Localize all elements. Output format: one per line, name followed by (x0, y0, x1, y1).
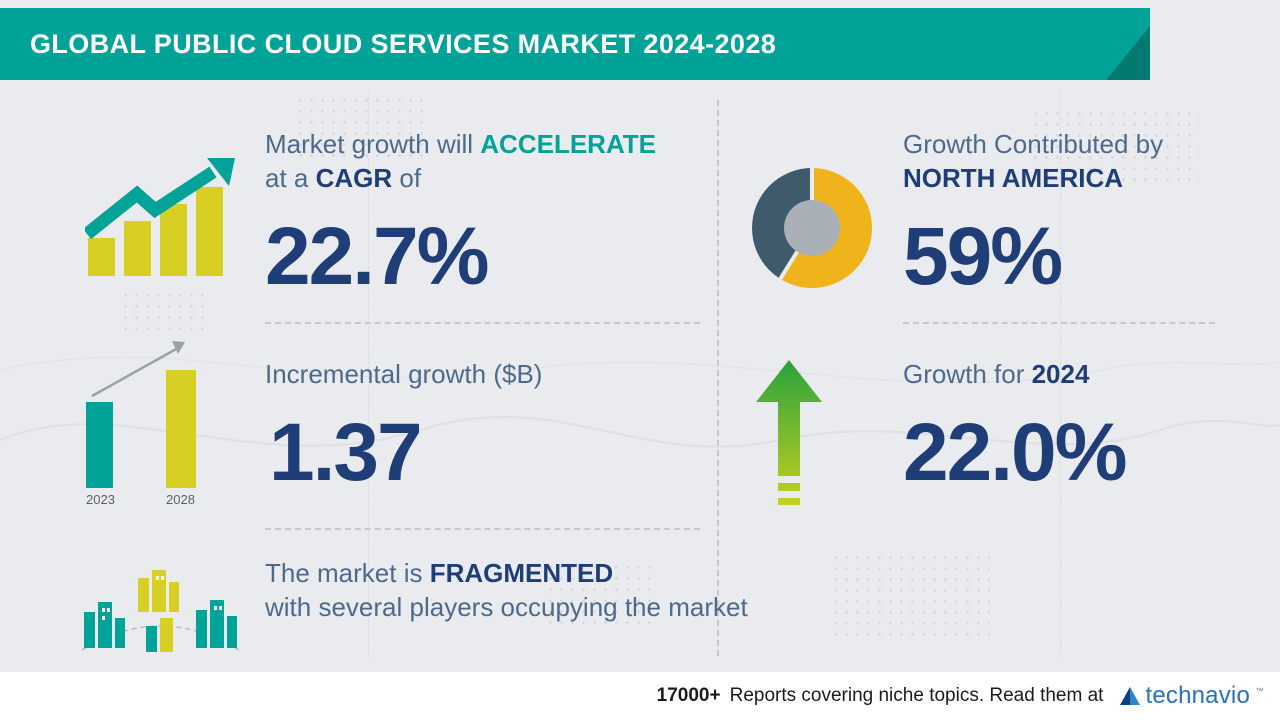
incremental-growth-label: Incremental growth ($B) (265, 359, 543, 389)
cagr-lead-b: at a (265, 163, 316, 193)
dashed-divider (903, 322, 1215, 324)
page-title: GLOBAL PUBLIC CLOUD SERVICES MARKET 2024… (30, 28, 777, 59)
cagr-accent: ACCELERATE (480, 129, 657, 159)
technavio-logo: technavio ™ (1120, 682, 1264, 710)
footer-bar: 17000+ Reports covering niche topics. Re… (0, 672, 1280, 720)
cagr-value: 22.7% (265, 211, 490, 302)
map-dots-cluster (545, 562, 655, 632)
dashed-divider (265, 322, 700, 324)
fragmented-b: with several players occupying the marke… (265, 592, 748, 622)
buildings-icon (78, 552, 243, 672)
growth-trend-icon (82, 158, 235, 281)
incremental-growth-value: 1.37 (269, 407, 423, 498)
north-america-lead-text: Growth Contributed by NORTH AMERICA (903, 127, 1163, 195)
na-region: NORTH AMERICA (903, 163, 1124, 193)
reports-count: 17000+ (656, 685, 721, 706)
donut-chart-icon (752, 168, 872, 288)
cagr-lead-text: Market growth will ACCELERATE at a CAGR … (265, 127, 656, 195)
donut-hole (784, 200, 840, 256)
fragmented-a: The market is (265, 558, 430, 588)
vertical-divider (717, 100, 719, 656)
footer-message: Reports covering niche topics. Read them… (729, 685, 1104, 706)
growth-2024-lead: Growth for (903, 359, 1032, 389)
map-dots-cluster (830, 552, 990, 644)
growth-2024-label: Growth for 2024 (903, 357, 1089, 391)
map-dots-cluster (120, 290, 210, 336)
background-dashed-line (1060, 92, 1061, 658)
cagr-lead-c: of (392, 163, 422, 193)
fragmented-text: The market is FRAGMENTED with several pl… (265, 556, 748, 624)
fragmented-accent: FRAGMENTED (429, 558, 614, 588)
map-dots-cluster (1030, 108, 1200, 188)
na-lead: Growth Contributed by (903, 129, 1164, 159)
growth-2024-year: 2024 (1031, 359, 1090, 389)
bar-chart-icon: 2023 2028 (80, 338, 210, 512)
north-america-value: 59% (903, 211, 1063, 302)
trademark-symbol: ™ (1255, 686, 1264, 696)
technavio-logo-mark (1120, 687, 1141, 705)
bar-year-start-label: 2023 (86, 492, 115, 507)
cagr-bold: CAGR (315, 163, 393, 193)
dashed-divider (265, 528, 700, 530)
up-arrow-icon (756, 360, 822, 510)
donut-slice-gap (810, 168, 814, 228)
background-dashed-line (368, 92, 369, 658)
cagr-lead-a: Market growth will (265, 129, 481, 159)
header-banner: GLOBAL PUBLIC CLOUD SERVICES MARKET 2024… (0, 8, 1150, 80)
technavio-wordmark: technavio (1145, 682, 1250, 709)
growth-2024-value: 22.0% (903, 407, 1128, 498)
map-dots-cluster (295, 95, 425, 157)
bar-year-end-label: 2028 (166, 492, 195, 507)
